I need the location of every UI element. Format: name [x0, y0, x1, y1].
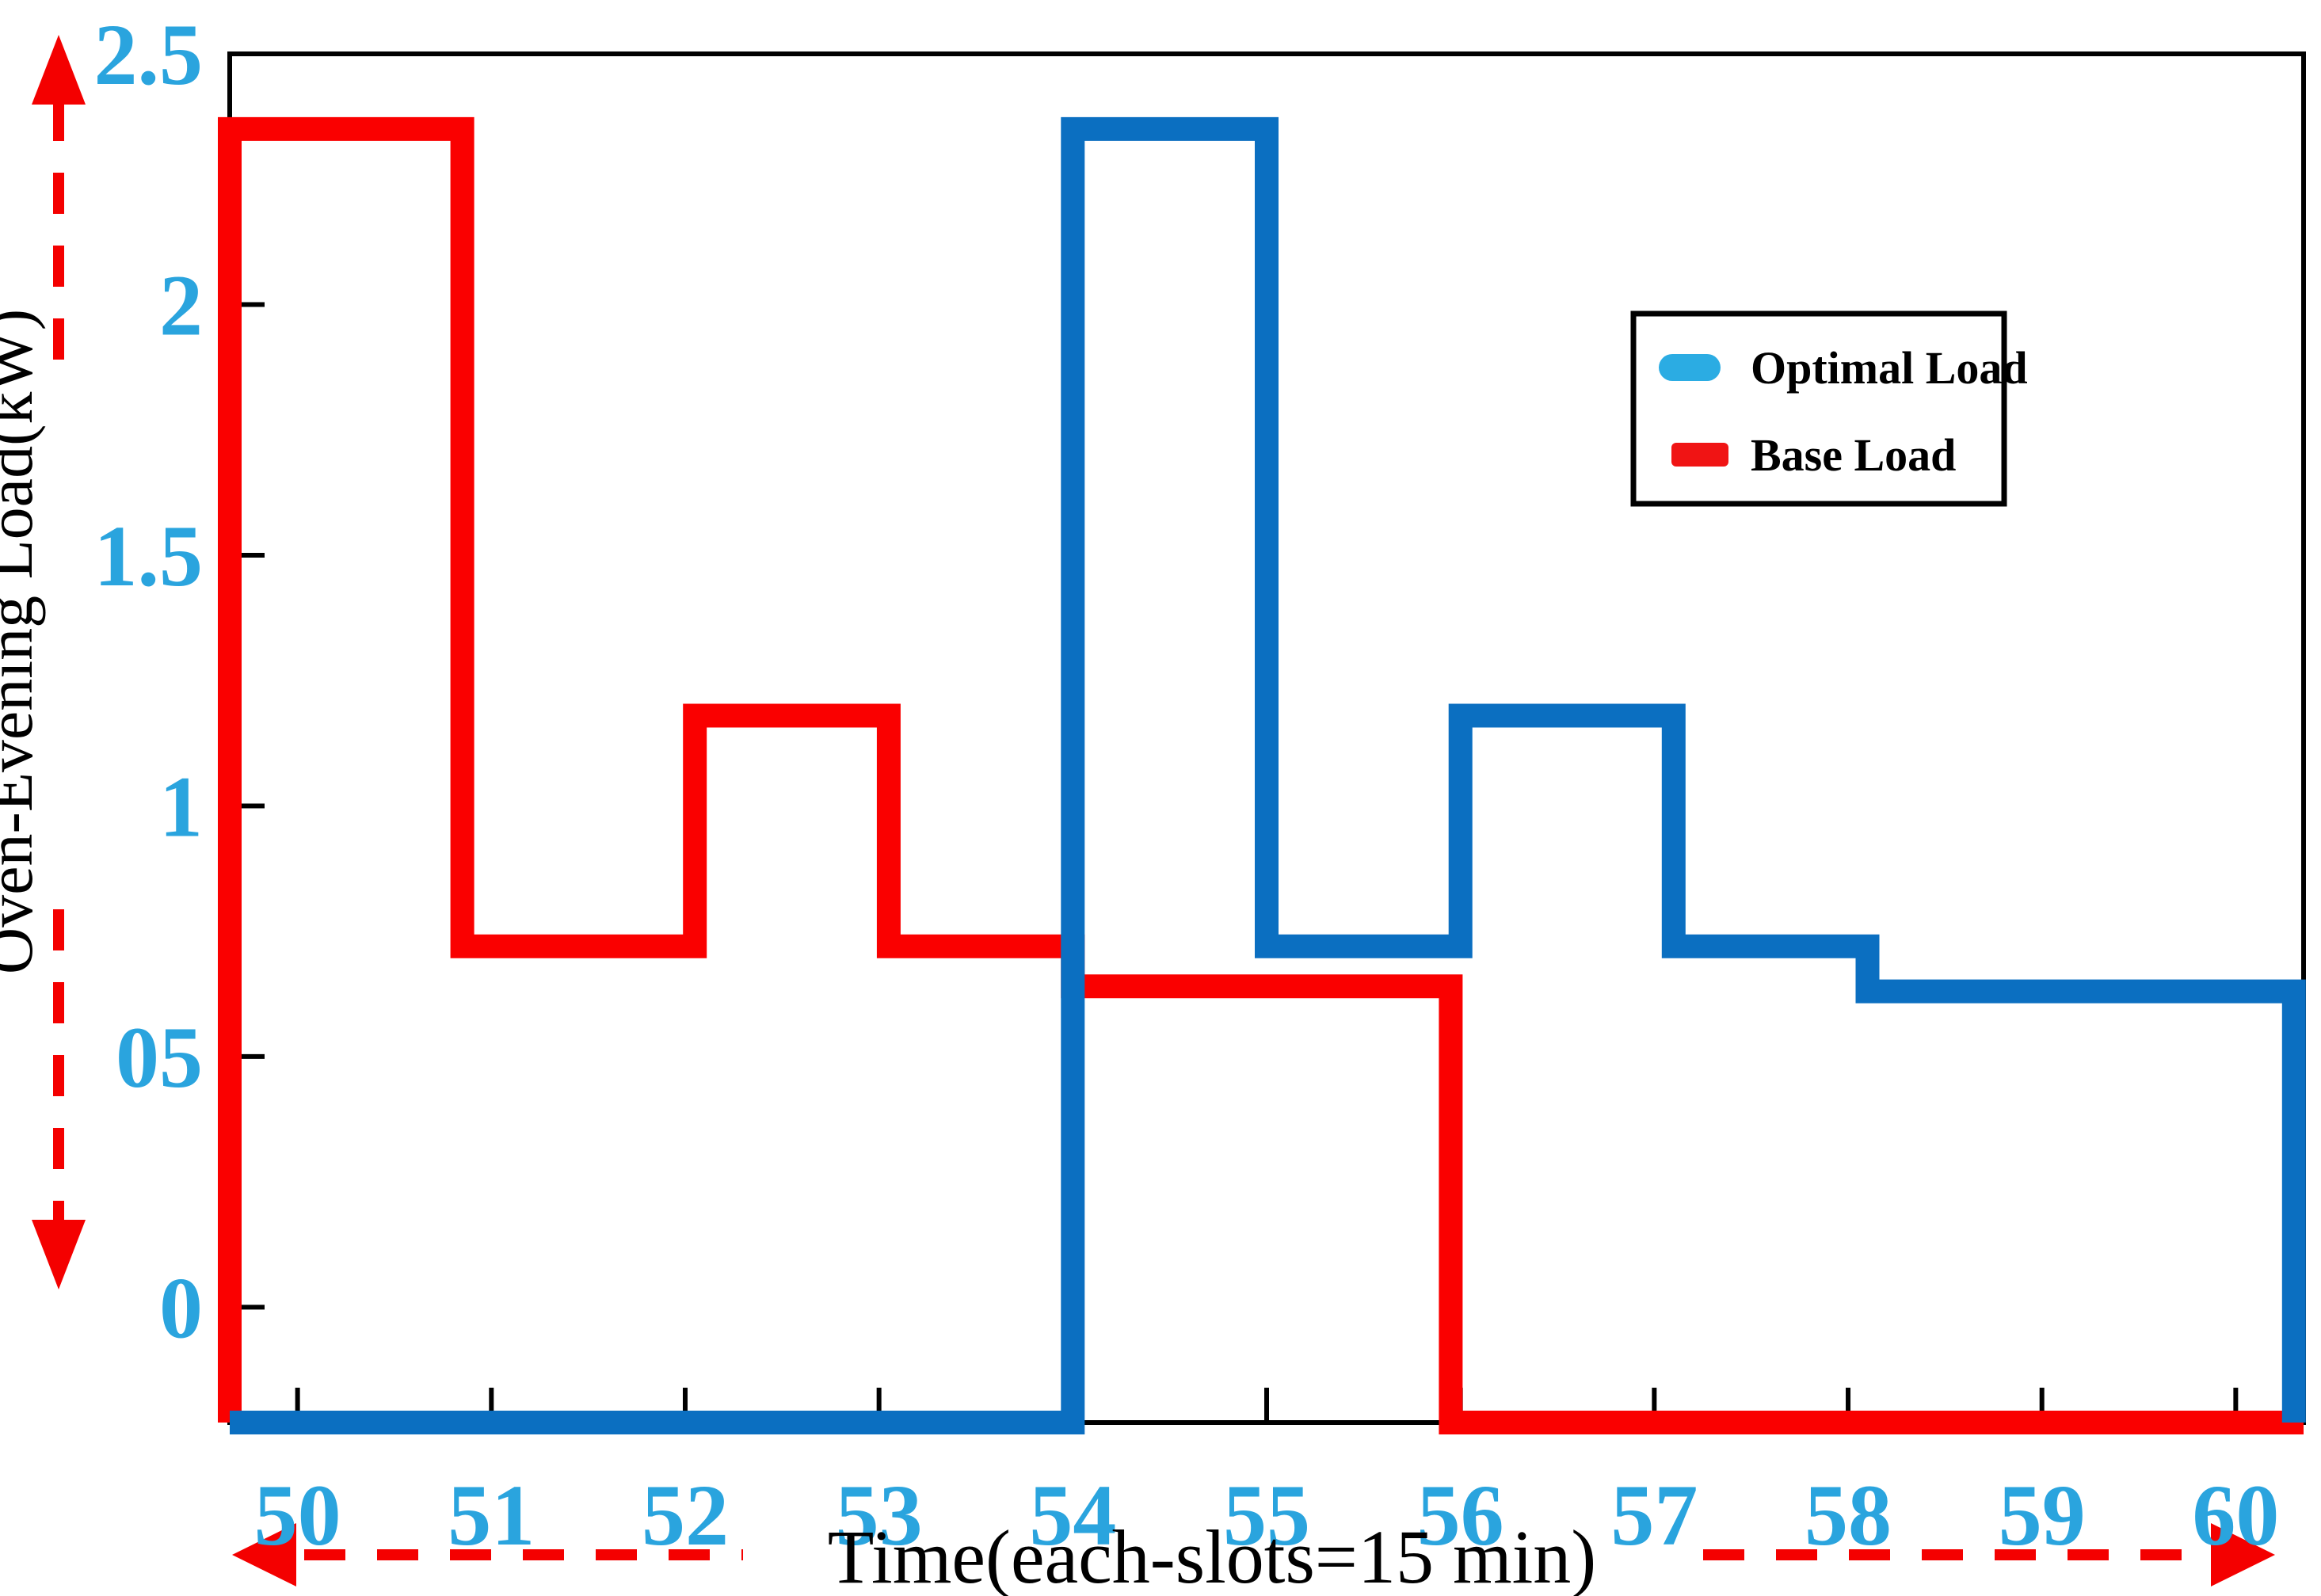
down-arrowhead	[32, 1220, 86, 1289]
left-arrowhead	[232, 1523, 296, 1586]
x-tick-label: 50	[254, 1467, 341, 1564]
series-layer	[218, 116, 2306, 1434]
dashed-arrow-decorations	[32, 35, 2275, 1586]
x-tick-label: 60	[2192, 1467, 2279, 1564]
x-tick-label: 54	[1029, 1467, 1116, 1564]
base-load-line	[218, 116, 2304, 1434]
legend-swatch-base-load	[1671, 443, 1728, 467]
x-tick-label: 56	[1417, 1467, 1504, 1564]
x-tick-label: 55	[1223, 1467, 1310, 1564]
y-tick-label: 1.5	[94, 508, 204, 604]
legend-frame	[1630, 310, 2007, 507]
y-tick-label: 2	[159, 257, 203, 353]
x-tick-label: 52	[642, 1467, 729, 1564]
y-tick-label: 1	[159, 758, 203, 855]
y-tick-label: 05	[116, 1009, 203, 1106]
up-arrowhead	[32, 35, 86, 105]
legend-label: Optimal Load	[1751, 342, 2028, 394]
legend-box: Optimal Load Base Load	[1630, 310, 2028, 507]
y-tick-label: 0	[159, 1259, 203, 1356]
x-tick-label: 58	[1805, 1467, 1892, 1564]
y-axis-title: Oven-Evening Load(kW)	[0, 309, 46, 974]
legend-swatch-optimal-load	[1659, 354, 1721, 381]
x-tick-label: 57	[1610, 1467, 1698, 1564]
y-tick-label: 2.5	[94, 6, 204, 103]
optimal-load-line	[230, 116, 2306, 1434]
legend-label: Base Load	[1751, 429, 1956, 481]
x-tick-label: 59	[1999, 1467, 2086, 1564]
x-tick-label: 53	[836, 1467, 923, 1564]
x-tick-label: 51	[448, 1467, 535, 1564]
x-axis-title: Time(each-slots=15 min)	[828, 1514, 1597, 1596]
axes-layer: 50 51 52 53 54 55 56 57 58 59 60 2.5 2 1.5 1 05 0	[94, 6, 2306, 1564]
right-arrowhead	[2211, 1523, 2275, 1586]
